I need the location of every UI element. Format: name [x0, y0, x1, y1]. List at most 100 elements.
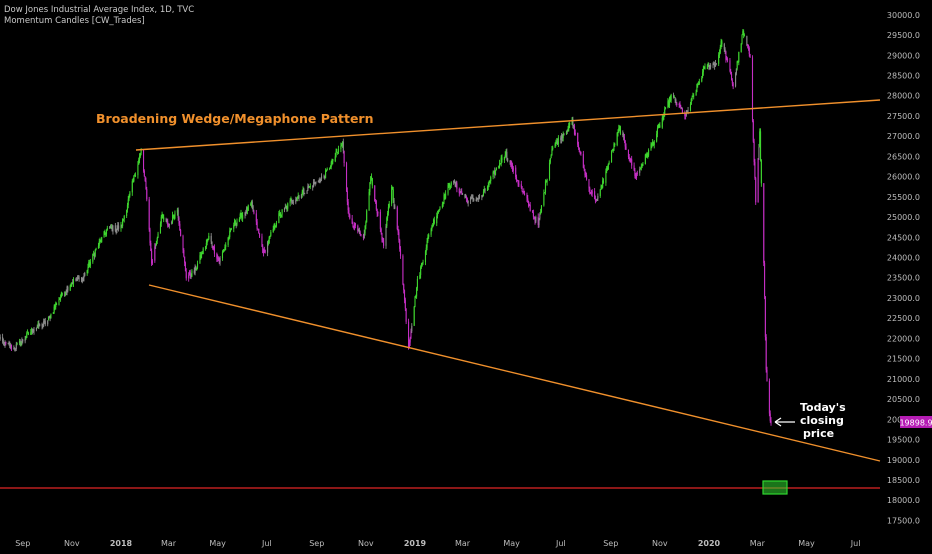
candle-body [167, 225, 170, 227]
candle-body [106, 227, 108, 231]
candle-body [726, 59, 729, 61]
candle-body [509, 161, 511, 163]
candle-body [403, 290, 406, 300]
candle-body [89, 261, 91, 266]
symbol-title[interactable]: Dow Jones Industrial Average Index, 1D, … [4, 5, 195, 15]
candle-body [279, 213, 282, 216]
candle-body [27, 332, 29, 335]
candle-body [522, 191, 524, 192]
candle-body [449, 185, 451, 187]
candle-body [419, 274, 421, 279]
candle-body [425, 247, 427, 252]
y-tick-label: 21500.0 [887, 355, 920, 364]
candle-body [596, 198, 598, 200]
candle-body [362, 234, 364, 239]
candle-body [594, 199, 596, 201]
candle-body [588, 179, 590, 189]
candle-body [676, 103, 678, 106]
candle-body [159, 223, 162, 234]
x-tick-label: Mar [750, 539, 766, 548]
candle-body [641, 165, 643, 167]
candle-body [702, 68, 704, 73]
candle-body [735, 68, 737, 74]
candle-body [275, 222, 278, 226]
candle-body [439, 207, 441, 210]
candle-body [267, 242, 269, 244]
candle-body [126, 205, 128, 211]
candle-body [493, 170, 495, 173]
candle-body [274, 224, 276, 228]
upper-trendline[interactable] [135, 99, 881, 151]
candle-body [308, 186, 310, 188]
x-tick-label: 2020 [698, 539, 721, 548]
candle-body [515, 177, 518, 180]
y-tick-label: 22500.0 [887, 314, 920, 323]
candle-body [602, 180, 605, 183]
x-tick-label: 2018 [110, 539, 133, 548]
candle-body [104, 231, 106, 234]
candle-body [432, 219, 435, 226]
candle-body [693, 95, 695, 97]
candle-body [94, 250, 96, 257]
candle-body [533, 216, 535, 218]
candle-body [488, 180, 490, 186]
candle-body [202, 248, 204, 255]
candle-body [178, 217, 180, 224]
candle-body [219, 258, 221, 263]
candle-body [445, 193, 447, 199]
candle-body [341, 144, 343, 146]
candle-body [76, 279, 78, 281]
candle-body [93, 253, 95, 257]
candle-body [428, 234, 430, 237]
candle-body [758, 147, 760, 159]
candle-body [221, 252, 224, 259]
candle-body [318, 181, 320, 183]
candle-body [264, 249, 266, 253]
candle-body [544, 181, 547, 193]
candle-body [546, 178, 548, 183]
candle-body [267, 242, 269, 253]
candle-body [244, 212, 246, 216]
candle-body [268, 237, 270, 243]
candle-body [438, 209, 440, 212]
candle-body [709, 67, 711, 69]
candle-body [188, 271, 191, 276]
candle-body [211, 241, 213, 247]
candle-body [404, 299, 406, 309]
candle-body [301, 191, 303, 195]
candle-body [92, 253, 94, 262]
candle-body [702, 72, 704, 78]
lower-trendline[interactable] [148, 284, 881, 462]
candle-body [272, 229, 274, 233]
candle-body [241, 213, 243, 219]
candle-body [630, 159, 632, 161]
candle-body [56, 303, 58, 305]
candle-body [492, 172, 494, 178]
candle-body [289, 200, 291, 204]
candle-body [345, 163, 348, 191]
candle-body [337, 152, 339, 153]
candle-body [567, 128, 569, 131]
candle-body [77, 277, 79, 279]
candle-body [580, 151, 582, 155]
candle-body [42, 324, 44, 327]
candle-body [329, 167, 331, 169]
candle-body [80, 277, 83, 282]
x-tick-label: Nov [358, 539, 374, 548]
candle-body [482, 191, 485, 196]
candle-body [196, 267, 198, 270]
candle-body [116, 228, 118, 230]
candle-body [374, 185, 376, 202]
candle-body [387, 207, 389, 214]
pattern-title: Broadening Wedge/Megaphone Pattern [96, 111, 374, 126]
candle-body [240, 213, 242, 215]
candle-body [298, 195, 300, 199]
indicator-title[interactable]: Momentum Candles [CW_Trades] [4, 16, 145, 26]
candle-body [205, 242, 207, 247]
candle-body [75, 279, 77, 281]
candle-body [751, 57, 754, 121]
candle-body [684, 113, 686, 116]
candle-body [66, 287, 68, 292]
target-zone-box[interactable] [762, 480, 788, 495]
